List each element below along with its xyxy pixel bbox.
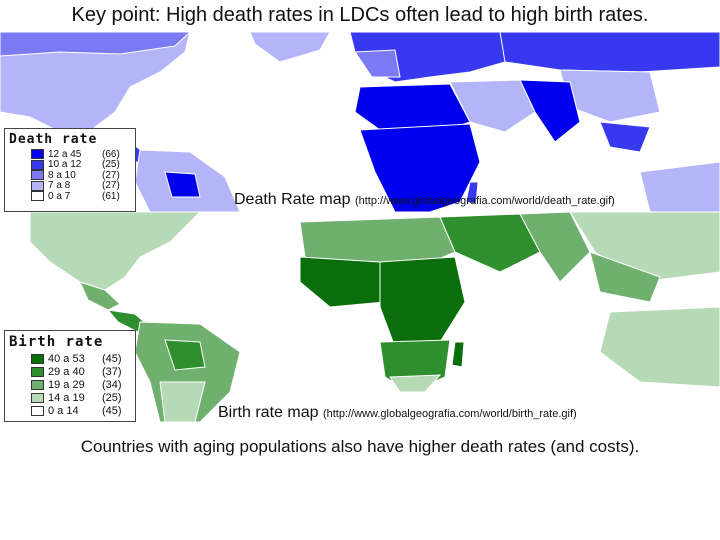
legend-row: 7 a 8 (27) — [5, 180, 135, 192]
death-rate-source-link[interactable]: (http://www.globalgeografia.com/world/de… — [354, 195, 615, 207]
map-bolivia-region — [164, 171, 201, 198]
legend-count: (27) — [102, 180, 120, 192]
map-sub-saharan-africa — [359, 123, 481, 212]
birth-rate-caption: Birth rate map (http://www.globalgeograf… — [218, 404, 577, 422]
legend-swatch — [31, 149, 44, 160]
legend-count: (66) — [102, 148, 120, 160]
legend-count: (45) — [102, 352, 122, 365]
legend-swatch — [31, 366, 44, 377]
legend-count: (25) — [102, 391, 122, 404]
map-madagascar — [451, 341, 465, 368]
map-east-asia — [569, 212, 720, 283]
map-north-america — [29, 212, 201, 291]
map-southern-cone — [159, 381, 206, 422]
map-west-africa — [299, 256, 386, 308]
footer-note: Countries with aging populations also ha… — [80, 437, 640, 456]
map-madagascar — [465, 181, 479, 205]
legend-range: 8 a 10 — [48, 169, 76, 181]
legend-range: 19 a 29 — [48, 378, 85, 391]
legend-range: 10 a 12 — [48, 159, 82, 171]
legend-range: 14 a 19 — [48, 391, 85, 404]
map-russia — [499, 32, 720, 73]
map-south-africa — [389, 374, 442, 393]
legend-row: 0 a 14 (45) — [5, 404, 135, 417]
slide-title: Key point: High death rates in LDCs ofte… — [71, 4, 649, 26]
map-central-africa — [379, 256, 466, 348]
birth-rate-source-link[interactable]: (http://www.globalgeografia.com/world/bi… — [322, 408, 577, 420]
legend-swatch — [31, 170, 44, 181]
map-middle-east — [439, 213, 541, 273]
legend-row: 14 a 19 (25) — [5, 391, 135, 404]
birth-rate-legend: Birth rate 40 a 53 (45) 29 a 40 (37) 19 … — [4, 330, 136, 422]
map-southeast-asia — [599, 121, 651, 153]
legend-range: 7 a 8 — [48, 180, 71, 192]
legend-row: 19 a 29 (34) — [5, 378, 135, 391]
legend-row: 10 a 12 (25) — [5, 159, 135, 171]
death-rate-map-graphic — [0, 32, 720, 212]
legend-row: 12 a 45 (66) — [5, 149, 135, 160]
map-south-america — [134, 321, 241, 422]
map-west-europe — [354, 49, 401, 78]
legend-count: (37) — [102, 365, 122, 378]
map-australia — [639, 161, 720, 212]
birth-rate-map-graphic — [29, 212, 720, 422]
map-mexico — [79, 281, 121, 311]
map-bolivia-region — [164, 339, 206, 371]
death-rate-legend-title: Death rate — [9, 132, 98, 147]
map-greenland — [249, 32, 331, 63]
legend-range: 12 a 45 — [48, 148, 82, 160]
legend-swatch — [31, 159, 44, 170]
map-south-asia — [519, 79, 581, 143]
death-rate-map — [0, 32, 720, 212]
map-southeast-asia — [589, 251, 661, 303]
legend-count: (45) — [102, 404, 122, 417]
legend-swatch — [31, 180, 44, 191]
map-north-america — [0, 32, 191, 153]
legend-row: 8 a 10 (27) — [5, 170, 135, 181]
legend-count: (25) — [102, 159, 120, 171]
death-rate-legend: Death rate 12 a 45 (66) 10 a 12 (25) 8 a… — [4, 128, 136, 212]
legend-swatch — [31, 191, 44, 202]
legend-count: (61) — [102, 190, 120, 202]
map-canada-region — [0, 32, 191, 57]
legend-swatch — [31, 392, 44, 403]
death-rate-caption: Death Rate map (http://www.globalgeograf… — [234, 191, 615, 209]
legend-swatch — [31, 405, 44, 416]
legend-count: (27) — [102, 169, 120, 181]
map-australia — [599, 306, 720, 388]
birth-rate-legend-title: Birth rate — [9, 334, 104, 350]
legend-row: 29 a 40 (37) — [5, 365, 135, 378]
legend-range: 40 a 53 — [48, 352, 85, 365]
legend-range: 0 a 7 — [48, 190, 71, 202]
legend-swatch — [31, 379, 44, 390]
legend-range: 0 a 14 — [48, 404, 79, 417]
legend-row: 0 a 7 (61) — [5, 191, 135, 202]
legend-count: (34) — [102, 378, 122, 391]
legend-row: 40 a 53 (45) — [5, 352, 135, 365]
legend-swatch — [31, 353, 44, 364]
death-rate-caption-title: Death Rate map — [234, 191, 351, 208]
legend-range: 29 a 40 — [48, 365, 85, 378]
map-south-asia — [519, 212, 591, 283]
birth-rate-caption-title: Birth rate map — [218, 404, 319, 421]
